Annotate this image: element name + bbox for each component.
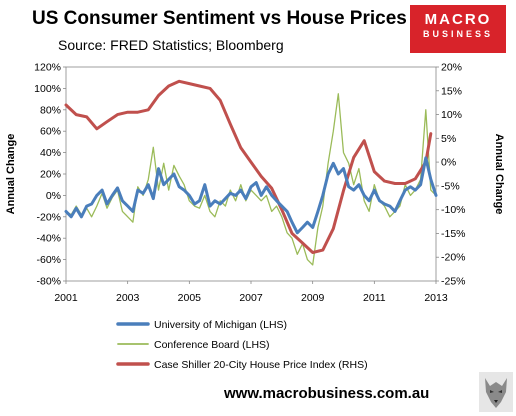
legend-item-case-shiller-label: Case Shiller 20-City House Price Index (… [154,359,368,371]
x-axis-tick-label: 2007 [239,292,263,304]
left-axis-ticks: 120% 100% 80% 60% 40% 20% 0% -20% -40% -60% -80% [34,62,66,288]
series-layer [64,79,438,266]
right-axis-tick-label: -20% [441,252,466,264]
right-axis-tick-label: 10% [441,109,462,121]
left-axis-tick-label: 0% [46,190,61,202]
left-axis-tick-label: -20% [36,211,61,223]
left-axis-tick-label: 100% [34,83,61,95]
left-axis-tick-label: -80% [36,276,61,288]
right-axis-tick-label: 5% [441,133,456,145]
case-shiller-series-line [64,79,433,254]
left-axis-tick-label: 80% [40,104,61,116]
y-axis-title-left: Annual Change [5,134,17,215]
umich-series-line [64,156,438,235]
right-axis-tick-label: 20% [441,62,462,74]
chart-title: US Consumer Sentiment vs House Prices [32,8,407,29]
brand-logo: MACRO BUSINESS [410,5,506,53]
footer-url[interactable]: www.macrobusiness.com.au [224,385,430,402]
right-axis-tick-label: 15% [441,85,462,97]
right-axis-tick-label: -15% [441,228,466,240]
right-axis-tick-label: 0% [441,157,456,169]
chart-subtitle: Source: FRED Statistics; Bloomberg [58,37,284,53]
left-axis-tick-label: -60% [36,254,61,266]
y-axis-title-right: Annual Change [493,134,505,215]
x-axis-tick-label: 2005 [178,292,202,304]
plot-area [65,66,437,282]
left-axis-tick-label: 20% [40,169,61,181]
x-axis-ticks: 2001 2003 2005 2007 2009 2011 2013 [54,281,448,304]
wolf-logo-icon [479,372,513,412]
legend-item-conference-board-label: Conference Board (LHS) [154,339,270,351]
right-axis-tick-label: -25% [441,276,466,288]
logo-line-2: BUSINESS [422,29,493,39]
x-axis-tick-label: 2009 [301,292,325,304]
logo-line-1: MACRO [424,11,492,28]
left-axis-tick-label: 60% [40,126,61,138]
x-axis-tick-label: 2001 [54,292,78,304]
x-axis-tick-label: 2003 [116,292,140,304]
left-axis-tick-label: 120% [34,62,61,74]
right-axis-ticks: 20% 15% 10% 5% 0% -5% -10% -15% -20% -25% [436,62,466,288]
right-axis-tick-label: -5% [441,180,460,192]
x-axis-tick-label: 2011 [363,292,386,304]
left-axis-tick-label: -40% [36,233,61,245]
legend: University of Michigan (LHS) Conference B… [116,319,368,371]
x-axis-tick-label: 2013 [424,292,448,304]
legend-item-umich-label: University of Michigan (LHS) [154,319,287,331]
right-axis-tick-label: -10% [441,204,466,216]
left-axis-tick-label: 40% [40,147,61,159]
